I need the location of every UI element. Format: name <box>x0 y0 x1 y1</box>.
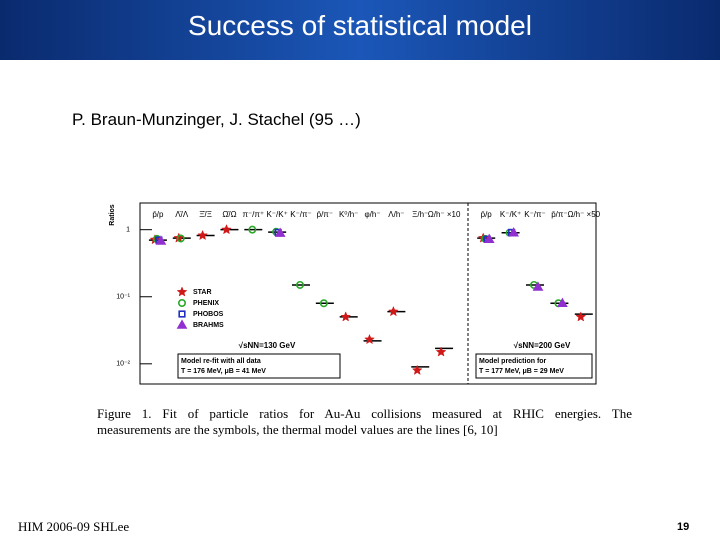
energy-label: √sNN=130 GeV <box>239 341 296 350</box>
page-number: 19 <box>677 521 690 533</box>
y-tick-label: 10⁻² <box>116 361 130 368</box>
marker-triangle <box>274 227 286 237</box>
legend-marker <box>176 286 188 297</box>
y-tick-label: 10⁻¹ <box>116 294 130 301</box>
plot-frame <box>139 202 597 385</box>
category-label: π⁻/π⁺ <box>242 210 264 219</box>
category-label: K⁻/π⁻ <box>524 210 546 219</box>
slide-title: Success of statistical model <box>188 10 532 41</box>
energy-label: √sNN=200 GeV <box>514 341 571 350</box>
marker-circle <box>295 280 304 289</box>
legend-marker <box>176 319 188 329</box>
marker-triangle <box>483 233 495 244</box>
y-tick-label: 1 <box>126 227 130 234</box>
marker-star <box>575 311 587 322</box>
marker-triangle <box>532 281 544 291</box>
category-label: Λ̄/Λ <box>175 210 189 219</box>
legend-marker <box>178 298 187 307</box>
marker-star <box>221 224 232 235</box>
category-label: p̄/p <box>481 210 493 219</box>
marker-star <box>364 333 375 345</box>
subtitle: P. Braun-Munzinger, J. Stachel (95 …) <box>72 110 361 129</box>
note-box <box>475 353 593 379</box>
caption-line: Figure 1. Fit of particle ratios for Au-… <box>97 406 632 421</box>
note-box <box>177 353 341 379</box>
category-label: Λ/h⁻ <box>388 210 404 219</box>
category-label: p̄/p <box>152 210 164 219</box>
marker-star <box>387 305 399 317</box>
category-label: p̄/π⁻ <box>317 210 333 219</box>
caption-line: measurements are the symbols, the therma… <box>97 422 498 437</box>
marker-triangle <box>155 235 167 245</box>
legend-label: PHENIX <box>193 300 219 307</box>
category-label: K⁻/K⁺ <box>500 210 521 219</box>
legend-label: STAR <box>193 289 212 296</box>
marker-circle <box>319 299 328 308</box>
marker-star <box>435 346 447 357</box>
note-text: Model prediction for <box>479 358 547 365</box>
note-text: T = 176 MeV, μB = 41 MeV <box>181 368 266 375</box>
header-bar: Success of statistical model <box>0 0 720 60</box>
legend-label: BRAHMS <box>193 322 224 329</box>
marker-circle <box>248 225 257 234</box>
note-text: T = 177 MeV, μB = 29 MeV <box>479 368 564 375</box>
figure-background <box>95 195 635 395</box>
category-label: φ/h⁻ <box>364 210 380 219</box>
note-text: Model re-fit with all data <box>181 358 261 365</box>
marker-star <box>340 311 352 322</box>
legend-label: PHOBOS <box>193 311 224 318</box>
category-label: K⁰/h⁻ <box>339 210 358 219</box>
figure-caption: Figure 1. Fit of particle ratios for Au-… <box>97 406 632 438</box>
footer-text: HIM 2006-09 SHLee <box>18 519 130 534</box>
marker-triangle <box>557 297 568 308</box>
marker-star <box>197 229 209 241</box>
category-label: K⁻/K⁺ <box>266 210 287 219</box>
category-label: K⁻/π⁻ <box>290 210 312 219</box>
category-label: Ξ̄/Ξ <box>199 210 212 219</box>
marker-circle <box>176 234 185 243</box>
category-label: Ω/h⁻ ×10 <box>428 210 461 219</box>
marker-triangle <box>508 227 519 237</box>
marker-star <box>411 364 423 375</box>
category-label: Ξ/h⁻ <box>412 210 428 219</box>
category-label: Ω/h⁻ ×50 <box>567 210 600 219</box>
category-label: Ω̄/Ω <box>222 210 236 219</box>
legend-marker <box>178 310 186 318</box>
y-axis-label: Ratios <box>109 204 116 226</box>
category-label: p̄/π⁻ <box>551 210 567 219</box>
